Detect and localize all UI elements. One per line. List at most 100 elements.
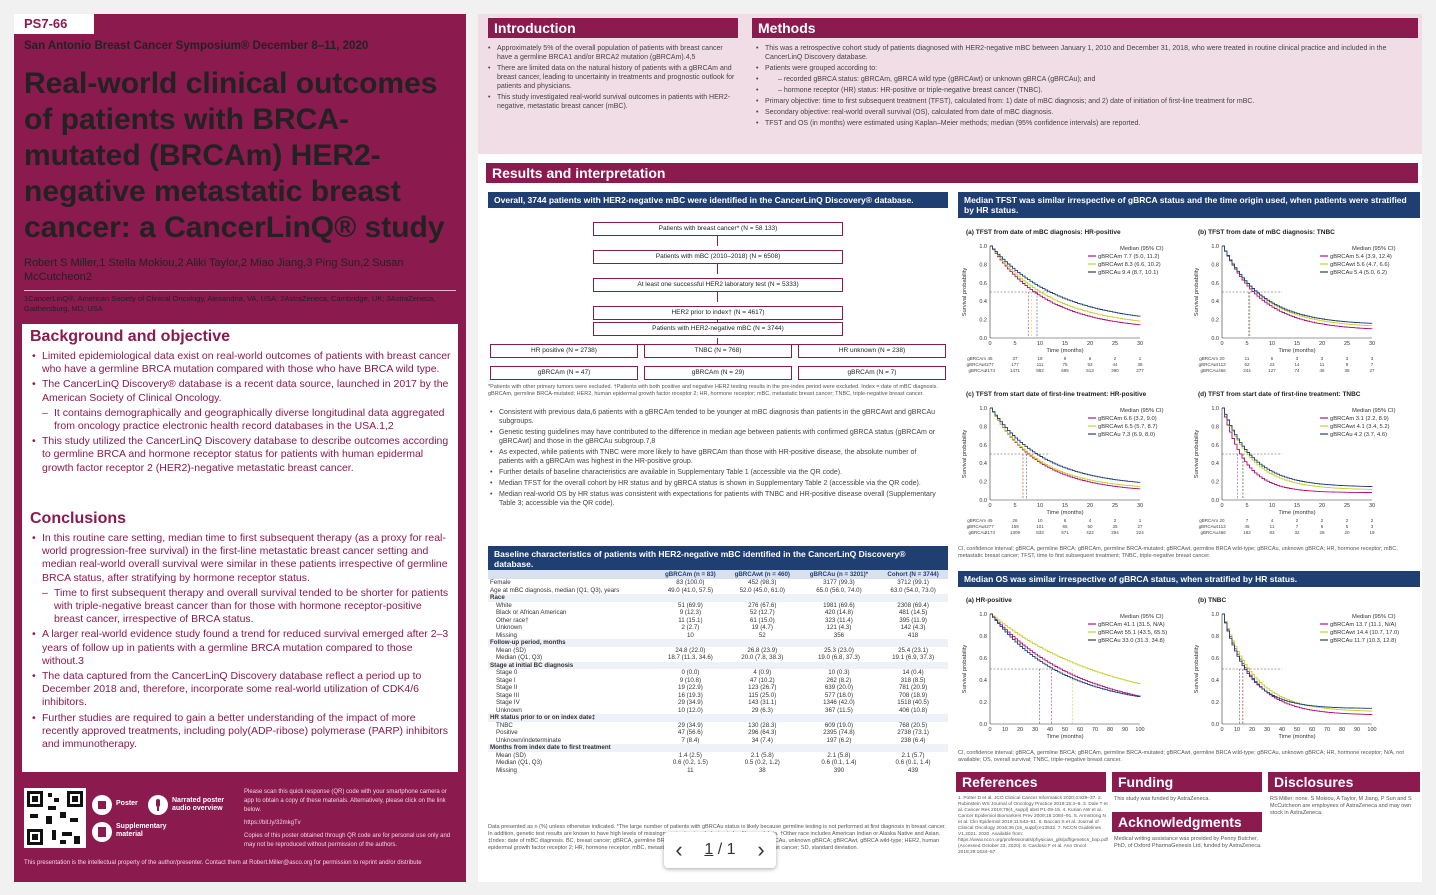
previous-page-icon[interactable]: ‹ bbox=[675, 837, 683, 862]
table-cell: Stage I bbox=[496, 676, 516, 684]
table-header: gBRCAm (n = 83) bbox=[655, 570, 725, 579]
table-cell: 0.6 (0.1, 1.4) bbox=[821, 759, 857, 766]
x-tick-label: 10 bbox=[1269, 341, 1275, 347]
risk-value: 127 bbox=[1268, 368, 1276, 373]
table-cell: 2395 (74.8) bbox=[823, 729, 855, 736]
risk-value: 277 bbox=[1136, 368, 1144, 373]
table-body: Female 83 (100.0) 452 (98.3) 3177 (99.3) 371… bbox=[488, 579, 948, 774]
list-item: There are limited data on the natural hi… bbox=[488, 64, 738, 91]
table-cell: 3177 (99.3) bbox=[823, 579, 855, 586]
supplementary-label[interactable]: Supplementary material bbox=[116, 823, 167, 838]
table-cell: 65.0 (56.0, 74.0) bbox=[816, 586, 862, 594]
x-tick-label: 20 bbox=[1087, 503, 1093, 509]
flow-box: HR positive (N = 2738) bbox=[490, 344, 638, 358]
list-item: Consistent with previous data,6 patients… bbox=[490, 408, 940, 426]
table-row: Median (Q1, Q3) 0.6 (0.2, 1.5) 0.5 (0.2, 1… bbox=[488, 759, 948, 767]
document-icon[interactable] bbox=[92, 822, 112, 842]
current-page-input[interactable]: 1 bbox=[704, 841, 714, 858]
results-heading: Results and interpretation bbox=[486, 163, 1418, 183]
km-curve-gBRCAm bbox=[1222, 245, 1373, 330]
narrated-label[interactable]: Narrated poster audio overview bbox=[172, 797, 225, 812]
risk-value: 113 bbox=[1218, 524, 1226, 529]
flowchart: Patients with breast cancer* (N = 58 133… bbox=[488, 218, 948, 390]
list-item: – recorded gBRCA status: gBRCAm, gBRCA w… bbox=[756, 75, 1406, 84]
risk-label: gBRCAm bbox=[1199, 356, 1218, 361]
x-tick-label: 15 bbox=[1294, 341, 1300, 347]
table-cell: Stage III bbox=[496, 691, 520, 699]
table-cell: 49.0 (41.0, 57.5) bbox=[667, 586, 714, 594]
list-item: Further studies are required to gain a b… bbox=[32, 712, 452, 752]
table-cell: 296 (64.3) bbox=[748, 729, 777, 736]
risk-value: 62 bbox=[1244, 362, 1250, 367]
y-tick-label: 0.8 bbox=[1211, 262, 1219, 268]
table-row: Unknown 2 (2.7) 19 (4.7) 121 (4.3) 142 (4.3) bbox=[488, 624, 948, 632]
risk-value: 45 bbox=[987, 518, 993, 523]
page-total: / 1 bbox=[717, 841, 736, 858]
risk-value: 14 bbox=[1294, 362, 1300, 367]
km-plot-os-a: (a) HR-positive 0.0 0.2 0.4 0.6 0.8 1.0 0 10 20 30… bbox=[962, 597, 1167, 740]
x-tick-label: 25 bbox=[1112, 341, 1118, 347]
risk-value: 294 bbox=[1111, 530, 1119, 535]
table-cell: 262 (8.2) bbox=[826, 676, 852, 684]
table-cell bbox=[655, 639, 725, 647]
table-cell: 29 (34.9) bbox=[678, 721, 703, 729]
table-cell: 406 (10.8) bbox=[898, 706, 928, 714]
y-axis-label: Survival probability bbox=[962, 268, 968, 317]
risk-value: 111 bbox=[1037, 362, 1044, 367]
km-curve-gBRCAu bbox=[990, 407, 1141, 483]
table-cell: 395 (11.9) bbox=[899, 616, 927, 624]
x-tick-label: 70 bbox=[1092, 727, 1098, 733]
table-row: Stage IV 29 (34.9) 143 (31.1) 1346 (42.0) 15… bbox=[488, 699, 948, 707]
table-row: Mean (SD) 24.8 (22.0) 26.8 (23.9) 25.3 (23.… bbox=[488, 647, 948, 655]
y-tick-label: 0.8 bbox=[979, 634, 987, 640]
table-cell: Follow-up period, months bbox=[488, 639, 656, 647]
x-tick-label: 100 bbox=[1367, 727, 1376, 733]
table-cell: 115 (25.0) bbox=[748, 691, 777, 699]
table-cell: 29 (34.9) bbox=[678, 699, 703, 706]
os-heading: Median OS was similar irrespective of gB… bbox=[958, 571, 1420, 587]
flow-connector bbox=[717, 292, 718, 302]
risk-value: 1 bbox=[1139, 518, 1142, 523]
table-cell: Median (Q1, Q3) bbox=[496, 759, 543, 766]
poster-icon[interactable] bbox=[92, 795, 112, 815]
table-cell: Stage IV bbox=[496, 699, 520, 706]
qr-link[interactable]: https://bit.ly/32mkgTv bbox=[244, 820, 301, 826]
table-cell: 34 (7.4) bbox=[751, 736, 773, 744]
x-tick-label: 0 bbox=[988, 503, 991, 509]
legend-entry: gBRCAm 6.6 (3.2, 9.0) bbox=[1098, 416, 1157, 422]
poster-label[interactable]: Poster bbox=[116, 800, 138, 807]
y-tick-label: 0.6 bbox=[1211, 443, 1219, 449]
x-tick-label: 0 bbox=[988, 341, 991, 347]
table-cell: 51 (69.9) bbox=[678, 601, 703, 609]
table-row: Stage 0 0 (0.0) 4 (0.9) 10 (0.3) 14 (0.4) bbox=[488, 669, 948, 677]
risk-value: 20 bbox=[1344, 530, 1350, 535]
table-cell: Stage at initial BC diagnosis bbox=[488, 661, 656, 669]
panel-title: (b) TFST from date of mBC diagnosis: TNB… bbox=[1198, 229, 1335, 236]
next-page-icon[interactable]: › bbox=[757, 837, 765, 862]
flow-box: At least one successful HER2 laboratory … bbox=[593, 278, 843, 292]
list-item: This study utilized the CancerLinQ Disco… bbox=[32, 435, 452, 475]
table-cell: 11 bbox=[687, 766, 694, 774]
risk-label: gBRCAwt bbox=[967, 362, 987, 367]
qr-code[interactable] bbox=[24, 788, 86, 848]
risk-value: 6 bbox=[1321, 524, 1324, 529]
table-row: Other race† 11 (15.1) 61 (15.0) 323 (11.4) 3… bbox=[488, 617, 948, 625]
table-cell: White bbox=[496, 601, 512, 609]
intro-list: Approximately 5% of the overall populati… bbox=[488, 44, 738, 113]
table-cell: 0 (0.0) bbox=[681, 669, 700, 676]
table-cell: 7 (8.4) bbox=[681, 736, 700, 744]
table-cell: Age at mBC diagnosis, median (Q1, Q3), y… bbox=[490, 586, 620, 594]
table-cell: 768 (20.5) bbox=[898, 721, 928, 729]
x-tick-label: 0 bbox=[1220, 503, 1223, 509]
list-item: Time to first subsequent therapy and ove… bbox=[32, 587, 452, 627]
microphone-icon[interactable] bbox=[148, 795, 168, 815]
flow-heading: Overall, 3744 patients with HER2-negativ… bbox=[488, 192, 948, 208]
table-cell bbox=[724, 714, 800, 722]
y-tick-label: 0.2 bbox=[1211, 318, 1219, 324]
risk-value: 2 bbox=[1346, 518, 1349, 523]
legend-title: Median (95% CI) bbox=[1352, 408, 1396, 414]
risk-value: 20 bbox=[1219, 518, 1225, 523]
table-cell: 9 (12.3) bbox=[679, 609, 702, 616]
x-tick-label: 10 bbox=[1234, 727, 1240, 733]
risk-label: gBRCAm bbox=[967, 356, 986, 361]
